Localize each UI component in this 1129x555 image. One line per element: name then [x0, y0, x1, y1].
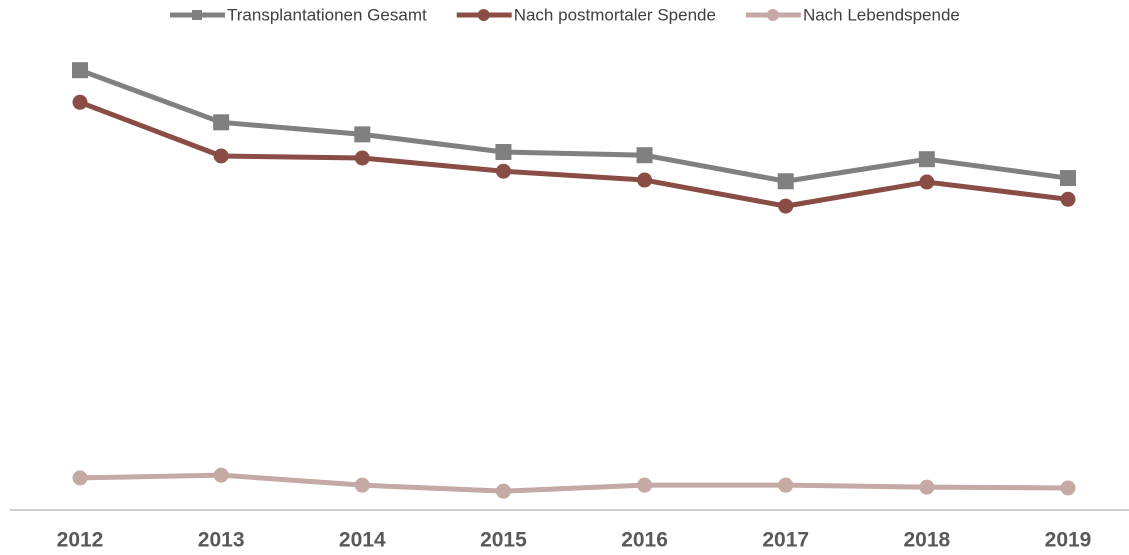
legend-label: Transplantationen Gesamt: [227, 5, 427, 24]
data-point: [495, 163, 511, 179]
data-point: [213, 467, 229, 483]
legend-label: Nach Lebendspende: [803, 5, 960, 24]
series-line: [79, 99, 1069, 209]
legend-marker: [766, 9, 779, 21]
data-point: [495, 143, 512, 160]
data-point: [72, 62, 88, 79]
data-point: [213, 114, 230, 131]
data-point: [1060, 191, 1076, 207]
data-point: [778, 198, 794, 214]
x-tick-label: 2015: [480, 529, 527, 552]
data-point: [72, 470, 88, 486]
data-point: [354, 477, 370, 493]
data-point: [777, 173, 794, 190]
x-tick-label: 2013: [198, 529, 245, 552]
x-tick-label: 2018: [903, 529, 950, 552]
data-point: [1060, 480, 1076, 496]
series-line: [79, 472, 1069, 494]
data-point: [72, 94, 88, 110]
x-tick-label: 2014: [339, 529, 386, 552]
x-tick-label: 2012: [57, 529, 104, 552]
data-point: [354, 126, 371, 143]
data-point: [354, 150, 370, 166]
data-point: [637, 172, 653, 188]
data-point: [213, 148, 229, 164]
x-tick-label: 2016: [621, 529, 668, 552]
data-point: [778, 477, 794, 493]
series-line: [79, 67, 1069, 184]
legend-marker: [477, 9, 490, 21]
x-tick-label: 2019: [1045, 529, 1092, 552]
data-point: [636, 147, 653, 164]
data-point: [919, 479, 935, 495]
data-point: [919, 174, 935, 190]
legend-marker: [192, 10, 202, 20]
x-tick-label: 2017: [762, 529, 809, 552]
data-point: [1060, 170, 1076, 187]
legend-label: Nach postmortaler Spende: [514, 5, 716, 24]
data-point: [918, 151, 935, 168]
data-point: [495, 483, 511, 499]
data-point: [637, 477, 653, 493]
